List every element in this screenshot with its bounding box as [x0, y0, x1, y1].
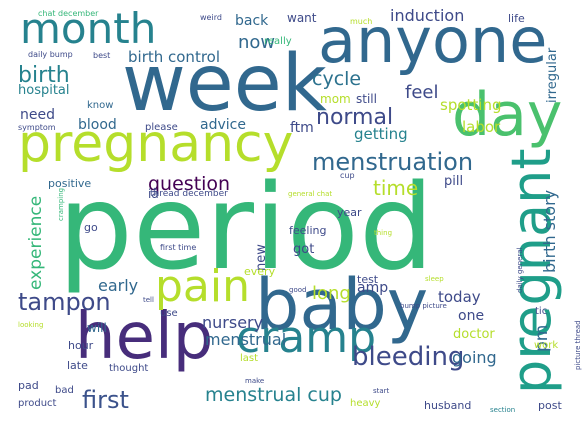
- word-going: going: [452, 348, 497, 367]
- word-late: late: [67, 359, 88, 372]
- word-make: make: [245, 377, 265, 385]
- word-picture-thread: picture thread: [574, 320, 582, 370]
- word-much: much: [350, 17, 373, 26]
- word-section: section: [490, 406, 516, 414]
- word-got: got: [293, 242, 315, 257]
- word-work: work: [534, 340, 559, 351]
- word-daily-general: daily general: [516, 247, 524, 293]
- word-hour: hour: [68, 339, 94, 352]
- word-blood: blood: [78, 117, 117, 133]
- word-bleeding: bleeding: [352, 342, 465, 372]
- word-tic: tic: [535, 306, 548, 317]
- word-year: year: [337, 206, 362, 219]
- word-thread-december: thread december: [150, 189, 228, 199]
- word-anyone: anyone: [318, 4, 548, 77]
- word-i-: iâ: [148, 187, 159, 201]
- word-know: know: [87, 100, 114, 111]
- word-general-chat: general chat: [288, 190, 333, 198]
- word-product: product: [18, 398, 57, 409]
- word-time: time: [373, 176, 419, 200]
- word-test: test: [357, 273, 379, 286]
- word-today: today: [438, 288, 481, 306]
- word-please: please: [145, 122, 178, 133]
- word-menstrual-cup: menstrual cup: [205, 384, 342, 406]
- word-now: now: [238, 32, 276, 53]
- word-birth-control: birth control: [128, 48, 221, 66]
- word-menstruation: menstruation: [312, 148, 474, 176]
- word-getting: getting: [354, 125, 408, 143]
- word-positive: positive: [48, 177, 92, 190]
- word-week: week: [122, 39, 327, 129]
- word-last: last: [240, 353, 259, 364]
- word-looking: looking: [18, 321, 44, 329]
- word-first-time: first time: [160, 243, 197, 252]
- word-still: still: [356, 92, 377, 106]
- word-cup: cup: [340, 171, 355, 180]
- word-bad: bad: [55, 385, 74, 396]
- word-induction: induction: [390, 6, 465, 25]
- word-good: good: [289, 286, 307, 294]
- word-start: start: [373, 387, 390, 395]
- word-pain: pain: [155, 261, 251, 312]
- word-ftm: ftm: [290, 120, 314, 136]
- word-nursery: nursery: [202, 313, 264, 332]
- word-day: day: [452, 80, 563, 150]
- word-best: best: [93, 51, 111, 60]
- word-life: life: [508, 12, 525, 25]
- word-every: every: [244, 265, 276, 278]
- word-long: long: [312, 283, 351, 304]
- word-advice: advice: [200, 117, 246, 133]
- word-early: early: [98, 276, 139, 295]
- word-chat-december: chat december: [38, 9, 99, 18]
- word-normal: normal: [316, 105, 394, 130]
- word-thought: thought: [109, 363, 149, 374]
- word-labor: labor: [462, 118, 501, 136]
- word-go: go: [84, 221, 98, 234]
- word-doctor: doctor: [453, 327, 495, 342]
- word-cramping: cramping: [57, 187, 65, 221]
- word-pill: pill: [444, 174, 464, 189]
- word-menstrual: menstrual: [205, 330, 287, 349]
- word-birth: birth: [18, 63, 70, 88]
- word-pad: pad: [18, 379, 39, 392]
- word-amp: amp: [357, 280, 389, 296]
- word-cycle: cycle: [312, 68, 362, 90]
- word-husband: husband: [424, 399, 472, 412]
- word-baby: baby: [255, 264, 429, 346]
- word-really: really: [264, 36, 292, 47]
- word-help: help: [75, 300, 214, 374]
- word-one: one: [458, 308, 485, 324]
- word-want: want: [287, 11, 317, 25]
- word-sleep: sleep: [425, 275, 444, 283]
- word-feel: feel: [405, 82, 439, 103]
- word-pregnancy: pregnancy: [18, 114, 294, 174]
- word-daily-bump: daily bump: [28, 50, 73, 59]
- word-hospital: hospital: [18, 83, 70, 98]
- word-post: post: [538, 399, 562, 412]
- word-mom: mom: [320, 92, 351, 106]
- word-month: month: [20, 4, 157, 53]
- word-first: first: [82, 386, 129, 414]
- word-need: need: [20, 107, 55, 123]
- word-tell: tell: [143, 296, 154, 304]
- word-weird: weird: [200, 13, 222, 22]
- word-back: back: [235, 13, 269, 29]
- word-thing: thing: [374, 229, 393, 237]
- word-feeling: feeling: [289, 224, 327, 237]
- word-question: question: [148, 173, 231, 195]
- word-bump-picture: bump picture: [400, 302, 447, 310]
- word-experience: experience: [26, 195, 46, 290]
- word-irregular: irregular: [545, 47, 560, 103]
- word-symptom: symptom: [18, 123, 56, 132]
- word-will: will: [87, 321, 107, 335]
- word-period: period: [58, 158, 434, 296]
- word-birth-story: birth story: [540, 189, 559, 273]
- word-use: use: [160, 308, 178, 319]
- word-spotting: spotting: [440, 96, 502, 114]
- word-tampon: tampon: [18, 288, 111, 316]
- word-heavy: heavy: [350, 398, 381, 409]
- word-cramp: cramp: [236, 312, 377, 363]
